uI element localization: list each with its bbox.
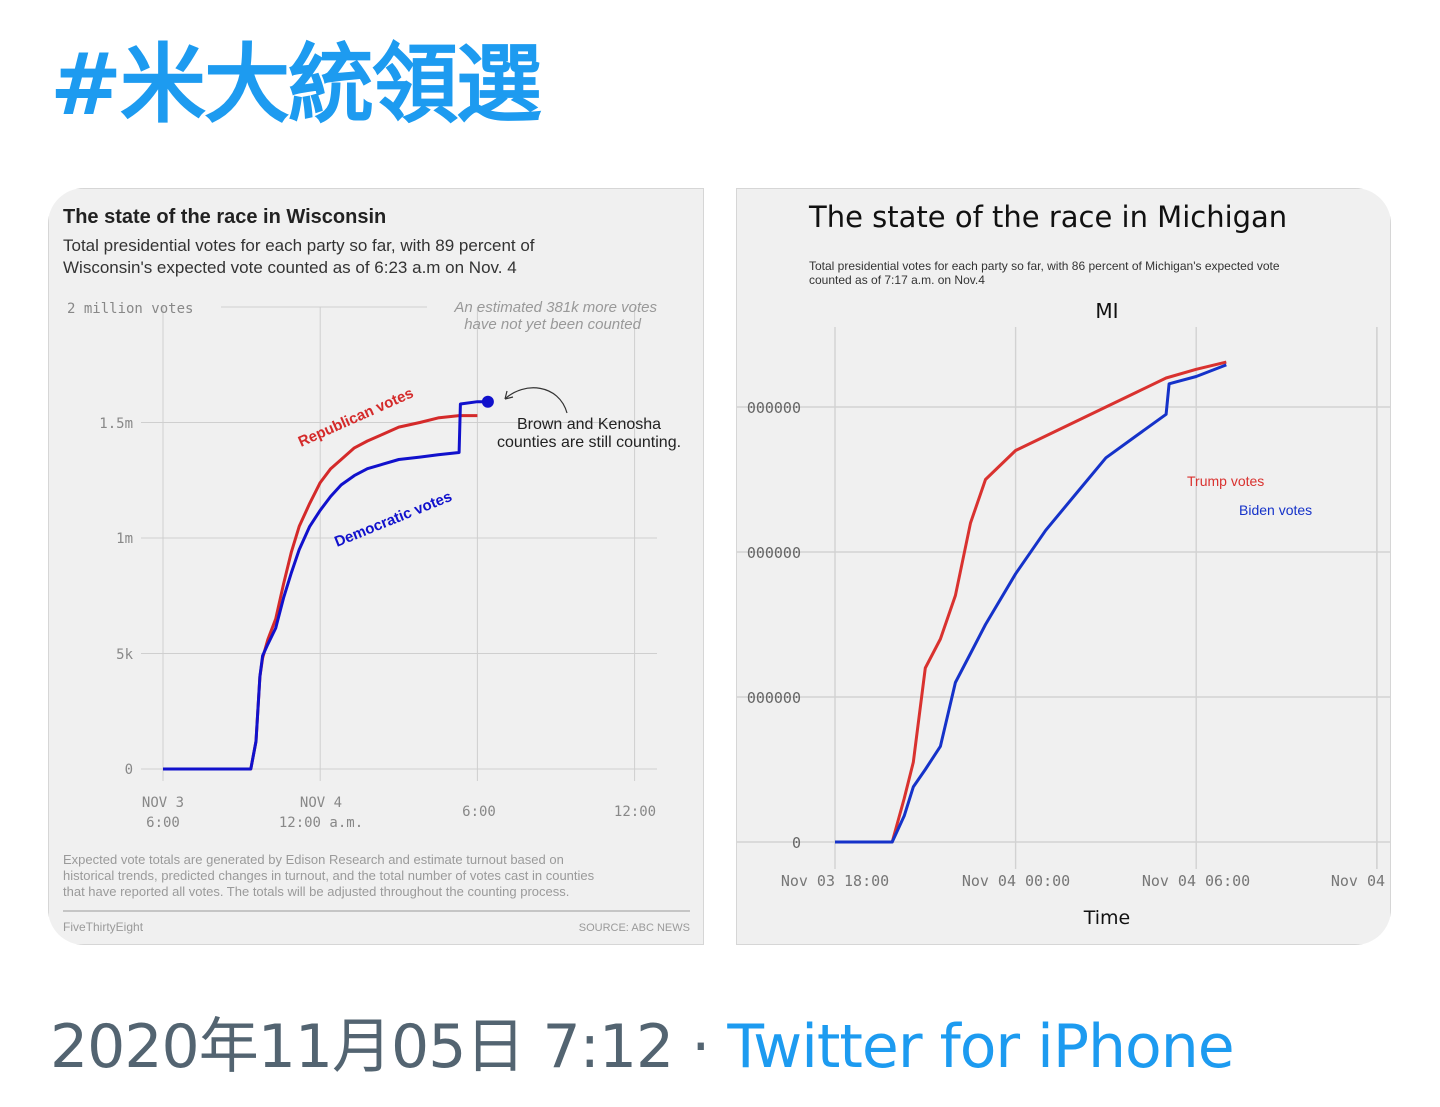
wi-annotation-top-2: have not yet been counted [464, 316, 641, 333]
wi-x-tick-nov3-time: 6:00 [146, 815, 180, 831]
mi-subtitle-line-1: Total presidential votes for each party … [809, 259, 1280, 273]
wi-x-tick-nov4-time: 12:00 a.m. [279, 815, 363, 831]
michigan-chart: The state of the race in Michigan Total … [737, 200, 1391, 929]
mi-title: The state of the race in Michigan [808, 200, 1287, 234]
wi-y-tick-0: 0 [125, 762, 133, 778]
wi-credit: FiveThirtyEight [63, 920, 144, 934]
mi-x-axis-title: Time [1083, 907, 1131, 929]
wi-callout-arrow [504, 387, 568, 414]
wi-x-tick-nov4: NOV 4 [300, 795, 342, 811]
wi-footnote-1: Expected vote totals are generated by Ed… [63, 852, 564, 867]
mi-y-tick-2: 000000 [747, 544, 801, 562]
wi-x-tick-12: 12:00 [614, 804, 656, 820]
wi-x-tick-nov3: NOV 3 [142, 795, 184, 811]
mi-biden-line [835, 363, 1227, 844]
mi-grid [737, 327, 1390, 869]
mi-x-tick-1: Nov 04 00:00 [962, 872, 1070, 890]
wisconsin-chart: The state of the race in Wisconsin Total… [63, 206, 690, 934]
mi-trump-line [835, 360, 1227, 844]
wi-callout-line-1: Brown and Kenosha [517, 416, 661, 433]
mi-x-tick-0: Nov 03 18:00 [781, 872, 889, 890]
mi-plot-title: MI [1095, 299, 1118, 323]
wi-subtitle-line-1: Total presidential votes for each party … [63, 236, 535, 255]
wi-callout-arrowhead [504, 390, 514, 400]
mi-subtitle-line-2: counted as of 7:17 a.m. on Nov.4 [809, 273, 985, 287]
mi-y-tick-0: 0 [792, 834, 801, 852]
mi-trump-label: Trump votes [1187, 473, 1264, 489]
meta-separator: · [673, 1012, 728, 1082]
wi-y-tick-1.5m: 1.5m [99, 416, 133, 432]
mi-y-tick-3: 000000 [747, 399, 801, 417]
wi-subtitle-line-2: Wisconsin's expected vote counted as of … [63, 258, 517, 277]
mi-x-tick-2: Nov 04 06:00 [1142, 872, 1250, 890]
wi-x-tick-6: 6:00 [462, 804, 496, 820]
michigan-chart-image[interactable]: The state of the race in Michigan Total … [736, 188, 1391, 945]
mi-x-tick-3: Nov 04 1 [1331, 872, 1391, 890]
wi-grid [141, 306, 657, 781]
wi-annotation-top-1: An estimated 381k more votes [453, 299, 657, 316]
wi-y-tick-1m: 1m [116, 531, 133, 547]
wi-republican-label: Republican votes [296, 385, 416, 451]
wi-callout-line-2: counties are still counting. [497, 434, 681, 451]
wisconsin-chart-image[interactable]: The state of the race in Wisconsin Total… [48, 188, 704, 945]
wi-democratic-label: Democratic votes [332, 488, 454, 551]
wi-title: The state of the race in Wisconsin [63, 206, 386, 228]
wi-footnote-2: historical trends, predicted changes in … [63, 868, 595, 883]
wi-source: SOURCE: ABC NEWS [579, 922, 690, 934]
mi-y-tick-1: 000000 [747, 689, 801, 707]
wi-y-tick-5k: 5k [116, 647, 133, 663]
wi-y-tick-2m: 2 million votes [67, 301, 193, 317]
wi-footnote-3: that have reported all votes. The totals… [63, 884, 569, 899]
wi-endpoint-dot [481, 395, 494, 408]
media-gallery[interactable]: The state of the race in Wisconsin Total… [48, 188, 1391, 945]
hashtag-link[interactable]: #米大統領選 [50, 35, 542, 135]
tweet-source-link[interactable]: Twitter for iPhone [727, 1012, 1234, 1082]
mi-biden-label: Biden votes [1239, 502, 1312, 518]
wi-democratic-line [163, 400, 488, 771]
tweet-timestamp[interactable]: 2020年11月05日 7:12 [50, 1012, 674, 1082]
tweet-meta: 2020年11月05日 7:12 · Twitter for iPhone [50, 998, 1235, 1082]
